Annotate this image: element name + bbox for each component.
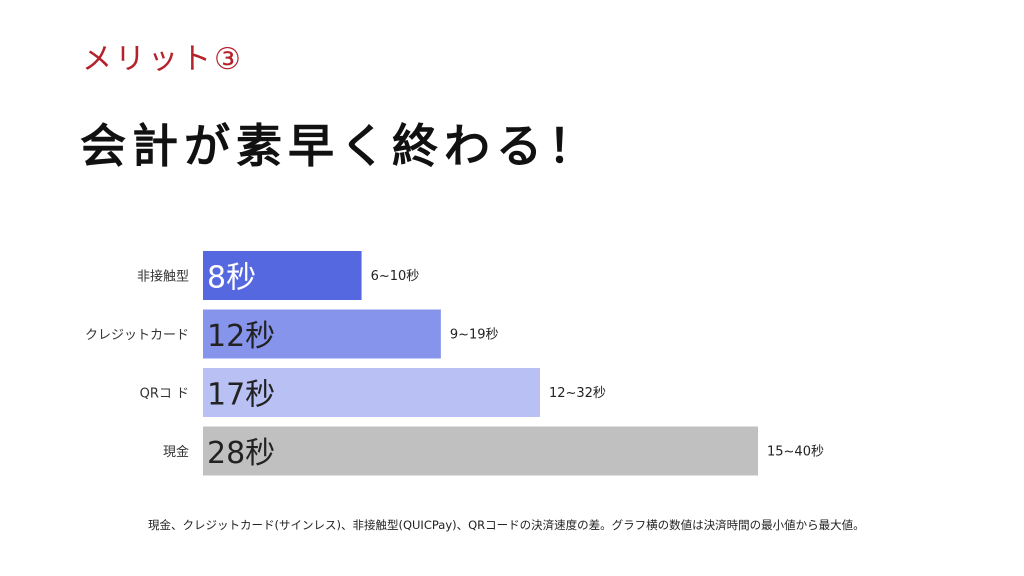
category-label: 現金 bbox=[163, 444, 189, 460]
bar-0 bbox=[203, 251, 362, 300]
category-label: クレジットカード bbox=[85, 328, 189, 343]
category-label: QRコ ド bbox=[140, 387, 189, 402]
range-label: 9~19秒 bbox=[450, 328, 499, 343]
range-label: 6~10秒 bbox=[371, 269, 420, 284]
bar-3 bbox=[203, 426, 758, 476]
slide-subtitle: メリット③ bbox=[82, 42, 244, 77]
category-label: 非接触型 bbox=[137, 269, 189, 285]
bar-1 bbox=[203, 309, 441, 359]
chart-caption: 現金、クレジットカード(サインレス)、非接触型(QUICPay)、QRコードの決… bbox=[148, 518, 865, 532]
bar-value-label: 12秒 bbox=[207, 319, 275, 354]
slide-title: 会計が素早く終わる！ bbox=[80, 119, 600, 173]
bar-value-label: 28秒 bbox=[207, 436, 275, 471]
bar-value-label: 8秒 bbox=[207, 261, 256, 296]
range-label: 15~40秒 bbox=[767, 445, 824, 460]
bar-value-label: 17秒 bbox=[207, 378, 275, 413]
range-label: 12~32秒 bbox=[549, 386, 606, 401]
bar-2 bbox=[203, 368, 540, 417]
